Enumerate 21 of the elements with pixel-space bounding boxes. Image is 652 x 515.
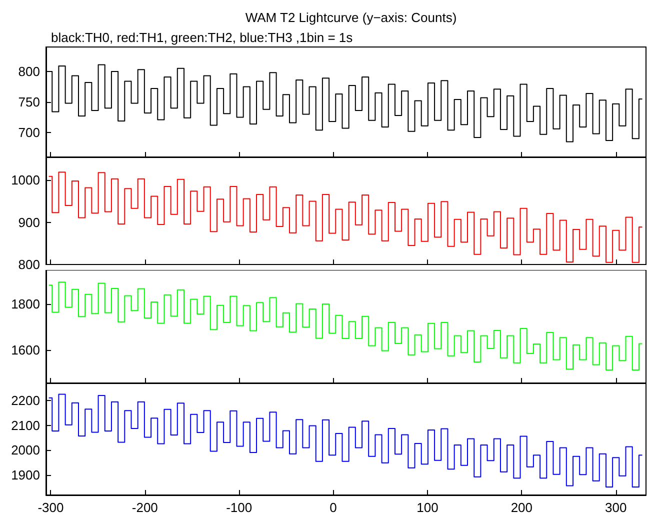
- y-tick-label: 2100: [11, 418, 40, 433]
- x-tick-label: -300: [38, 500, 64, 515]
- x-tick-label: 300: [605, 500, 627, 515]
- y-tick-label: 800: [18, 257, 40, 272]
- x-tick-label: -100: [226, 500, 252, 515]
- x-tick-label: 0: [330, 500, 337, 515]
- y-tick-label: 1800: [11, 296, 40, 312]
- y-tick-label: 1600: [11, 342, 40, 358]
- chart-subtitle: black:TH0, red:TH1, green:TH2, blue:TH3 ,1bin = 1s: [51, 30, 354, 45]
- y-tick-label: 1900: [11, 468, 40, 483]
- chart-title: WAM T2 Lightcurve (y−axis: Counts): [245, 10, 457, 25]
- y-tick-label: 800: [18, 64, 40, 79]
- y-tick-label: 2200: [11, 392, 40, 408]
- y-tick-label: 750: [18, 94, 40, 110]
- y-tick-label: 700: [18, 125, 40, 140]
- y-tick-label: 900: [18, 214, 40, 230]
- x-tick-label: -200: [132, 500, 158, 515]
- x-tick-label: 200: [510, 500, 533, 515]
- y-tick-label: 1000: [11, 172, 40, 188]
- x-tick-label: 100: [416, 500, 438, 515]
- y-tick-label: 2000: [11, 442, 40, 458]
